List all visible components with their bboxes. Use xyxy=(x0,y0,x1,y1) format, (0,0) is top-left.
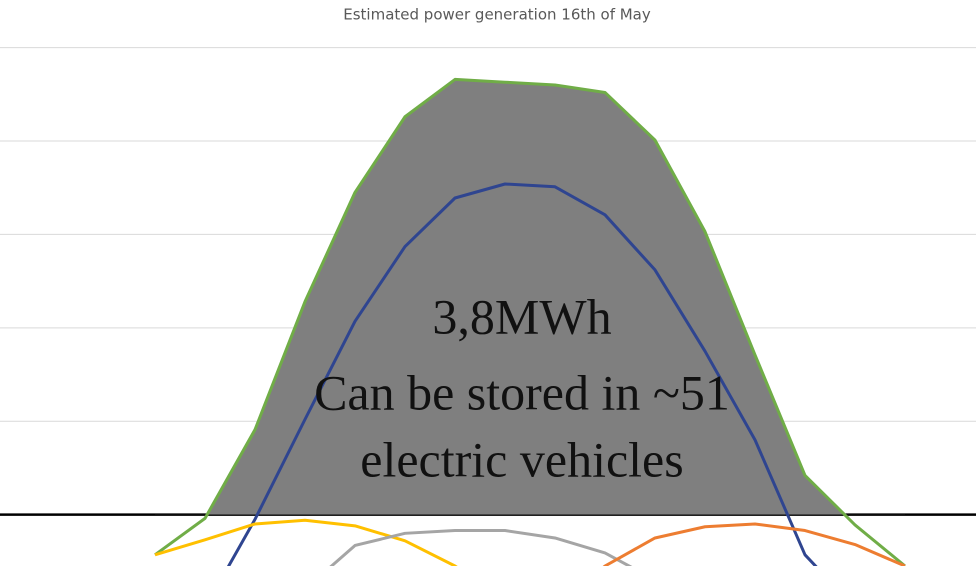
annotation: Can be stored in ~51 xyxy=(314,364,730,420)
annotation: electric vehicles xyxy=(360,431,683,487)
series-line xyxy=(602,522,906,566)
series-line xyxy=(154,77,906,566)
area xyxy=(155,79,905,515)
series-line xyxy=(329,529,633,566)
series-line xyxy=(154,518,458,566)
chart-title: Estimated power generation 16th of May xyxy=(343,6,651,24)
annotation: 3,8MWh xyxy=(432,288,611,344)
series-line xyxy=(226,182,818,566)
